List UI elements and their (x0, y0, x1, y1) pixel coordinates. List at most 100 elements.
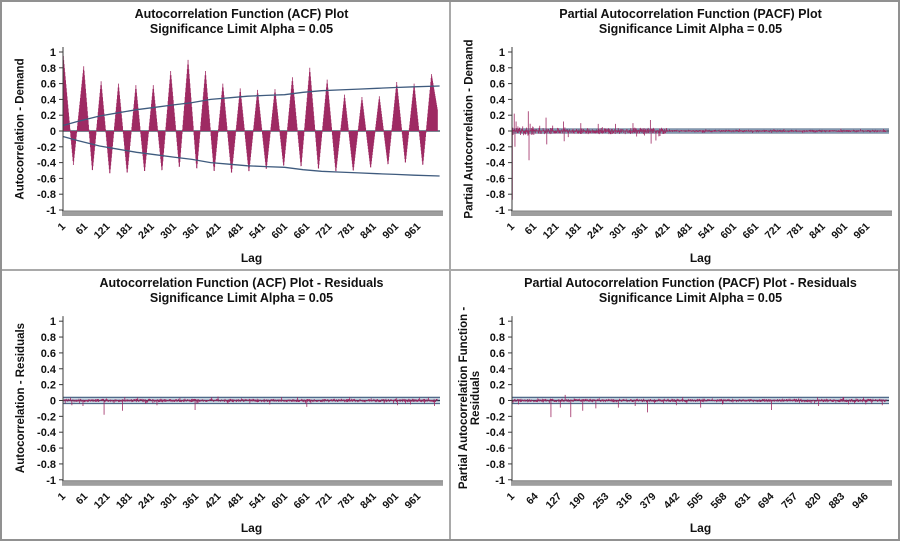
svg-text:-0.4: -0.4 (486, 427, 506, 439)
svg-text:721: 721 (763, 221, 784, 242)
svg-text:301: 301 (158, 221, 179, 242)
svg-text:505: 505 (685, 490, 706, 511)
acf-residuals-chart: Autocorrelation Function (ACF) Plot - Re… (2, 271, 449, 539)
svg-text:0.2: 0.2 (490, 380, 505, 392)
svg-text:0: 0 (50, 126, 56, 138)
svg-text:901: 901 (380, 490, 401, 511)
svg-text:0.8: 0.8 (490, 63, 505, 75)
svg-text:0.6: 0.6 (490, 348, 505, 360)
svg-text:64: 64 (524, 490, 541, 507)
svg-text:0.2: 0.2 (41, 380, 56, 392)
y-axis-label-line1: Partial Autocorrelation - Demand (464, 38, 477, 219)
svg-text:1: 1 (505, 221, 518, 234)
svg-text:0.8: 0.8 (41, 332, 56, 344)
svg-text:661: 661 (291, 221, 312, 242)
svg-text:0.8: 0.8 (41, 63, 56, 75)
svg-text:757: 757 (779, 490, 800, 511)
chart-title-line2: Significance Limit Alpha = 0.05 (149, 22, 334, 36)
svg-text:541: 541 (247, 490, 268, 511)
svg-text:0: 0 (499, 126, 505, 138)
svg-text:0.4: 0.4 (41, 94, 57, 106)
chart-title-line1: Partial Autocorrelation Function (PACF) … (559, 7, 822, 21)
svg-text:190: 190 (567, 490, 588, 511)
svg-text:301: 301 (158, 490, 179, 511)
svg-text:820: 820 (803, 490, 824, 511)
svg-text:0.6: 0.6 (41, 348, 56, 360)
svg-text:-0.2: -0.2 (37, 142, 56, 154)
svg-text:481: 481 (225, 490, 246, 511)
svg-text:253: 253 (591, 490, 612, 511)
svg-text:0.6: 0.6 (490, 79, 505, 91)
svg-text:121: 121 (92, 490, 113, 511)
svg-text:541: 541 (247, 221, 268, 242)
svg-text:481: 481 (674, 221, 695, 242)
svg-text:61: 61 (74, 221, 91, 238)
svg-text:0.4: 0.4 (490, 94, 506, 106)
svg-text:1: 1 (56, 490, 69, 503)
svg-text:421: 421 (652, 221, 673, 242)
svg-text:601: 601 (269, 221, 290, 242)
svg-text:181: 181 (114, 221, 135, 242)
x-axis-label: Lag (689, 521, 712, 535)
svg-text:0.4: 0.4 (41, 364, 57, 376)
chart-title-line1: Autocorrelation Function (ACF) Plot (134, 7, 349, 21)
svg-text:1: 1 (50, 47, 56, 59)
svg-text:661: 661 (291, 490, 312, 511)
svg-text:241: 241 (136, 490, 157, 511)
svg-text:361: 361 (180, 490, 201, 511)
svg-text:421: 421 (203, 490, 224, 511)
svg-text:-0.2: -0.2 (486, 411, 505, 423)
svg-text:631: 631 (732, 490, 753, 511)
svg-text:127: 127 (543, 490, 564, 511)
y-axis-label-line1: Autocorrelation - Residuals (15, 322, 28, 474)
svg-text:241: 241 (136, 221, 157, 242)
svg-text:661: 661 (740, 221, 761, 242)
svg-text:-0.8: -0.8 (37, 459, 56, 471)
svg-text:-0.2: -0.2 (37, 411, 56, 423)
svg-text:601: 601 (269, 490, 290, 511)
chart-title-line2: Significance Limit Alpha = 0.05 (149, 291, 334, 305)
svg-text:901: 901 (829, 221, 850, 242)
svg-text:481: 481 (225, 221, 246, 242)
svg-text:421: 421 (203, 221, 224, 242)
svg-text:781: 781 (785, 221, 806, 242)
y-axis-label: Partial Autocorrelation - Demand (451, 39, 489, 218)
chart-title: Partial Autocorrelation Function (PACF) … (485, 7, 896, 37)
svg-text:841: 841 (807, 221, 828, 242)
svg-text:241: 241 (585, 221, 606, 242)
svg-text:781: 781 (336, 490, 357, 511)
y-axis-label: Autocorrelation - Residuals (2, 313, 40, 483)
svg-text:961: 961 (402, 490, 423, 511)
svg-text:1: 1 (499, 316, 505, 328)
svg-text:-0.8: -0.8 (486, 189, 505, 201)
chart-title-line1: Partial Autocorrelation Function (PACF) … (524, 276, 857, 290)
chart-title-line2: Significance Limit Alpha = 0.05 (598, 291, 783, 305)
svg-text:568: 568 (709, 490, 730, 511)
svg-text:0.4: 0.4 (490, 364, 506, 376)
svg-text:961: 961 (851, 221, 872, 242)
svg-text:721: 721 (314, 490, 335, 511)
svg-text:-0.6: -0.6 (37, 173, 56, 185)
acf-demand-plot-area: 10.80.60.40.20-0.2-0.4-0.6-0.8-11 61 121 18… (37, 47, 443, 242)
svg-text:-1: -1 (46, 475, 56, 487)
svg-text:601: 601 (718, 221, 739, 242)
pacf-residuals-chart: Partial Autocorrelation Function (PACF) … (451, 271, 898, 539)
pacf-demand-plot-area: 10.80.60.40.20-0.2-0.4-0.6-0.8-11 61 121 18… (486, 47, 892, 242)
svg-text:946: 946 (850, 490, 871, 511)
svg-text:61: 61 (74, 490, 91, 507)
svg-text:0: 0 (50, 395, 56, 407)
svg-text:-0.6: -0.6 (37, 443, 56, 455)
svg-text:-0.4: -0.4 (486, 158, 506, 170)
x-axis-label: Lag (240, 521, 263, 535)
svg-text:781: 781 (336, 221, 357, 242)
svg-text:1: 1 (56, 221, 69, 234)
svg-text:-0.6: -0.6 (486, 173, 505, 185)
svg-text:0.2: 0.2 (490, 110, 505, 122)
y-axis-label-line1: Partial Autocorrelation Function - (458, 306, 470, 490)
y-axis-label-line2: Residuals (470, 370, 482, 426)
chart-title: Partial Autocorrelation Function (PACF) … (485, 276, 896, 306)
svg-text:-0.6: -0.6 (486, 443, 505, 455)
acf-demand-chart: Autocorrelation Function (ACF) Plot Sign… (2, 2, 449, 269)
svg-text:361: 361 (180, 221, 201, 242)
svg-text:-1: -1 (495, 475, 505, 487)
